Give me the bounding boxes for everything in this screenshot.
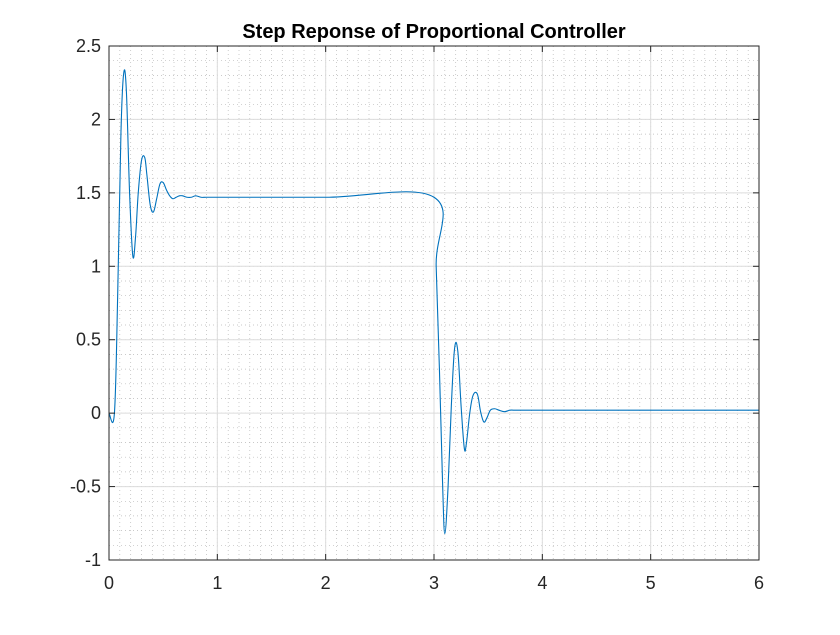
series-layer xyxy=(108,69,759,535)
x-tick-label: 1 xyxy=(212,573,222,593)
x-tick-label: 4 xyxy=(537,573,547,593)
y-tick-label: -0.5 xyxy=(70,477,101,497)
y-tick-label: 1 xyxy=(91,256,101,276)
x-tick-label: 2 xyxy=(321,573,331,593)
series-line-0 xyxy=(108,69,759,535)
y-tick-label: 2.5 xyxy=(76,36,101,56)
tick-marks xyxy=(108,45,760,561)
y-tick-label: 0.5 xyxy=(76,330,101,350)
chart-title: Step Reponse of Proportional Controller xyxy=(242,21,626,43)
x-tick-label: 0 xyxy=(104,573,114,593)
x-tick-labels: 0 1 2 3 4 5 6 xyxy=(104,573,764,593)
x-tick-label: 6 xyxy=(754,573,764,593)
y-tick-label: -1 xyxy=(85,550,101,570)
y-tick-labels: -1 -0.5 0 0.5 1 1.5 2 2.5 xyxy=(70,36,101,570)
y-tick-label: 0 xyxy=(91,403,101,423)
x-tick-label: 3 xyxy=(429,573,439,593)
y-tick-label: 1.5 xyxy=(76,183,101,203)
x-tick-label: 5 xyxy=(646,573,656,593)
y-tick-label: 2 xyxy=(91,109,101,129)
